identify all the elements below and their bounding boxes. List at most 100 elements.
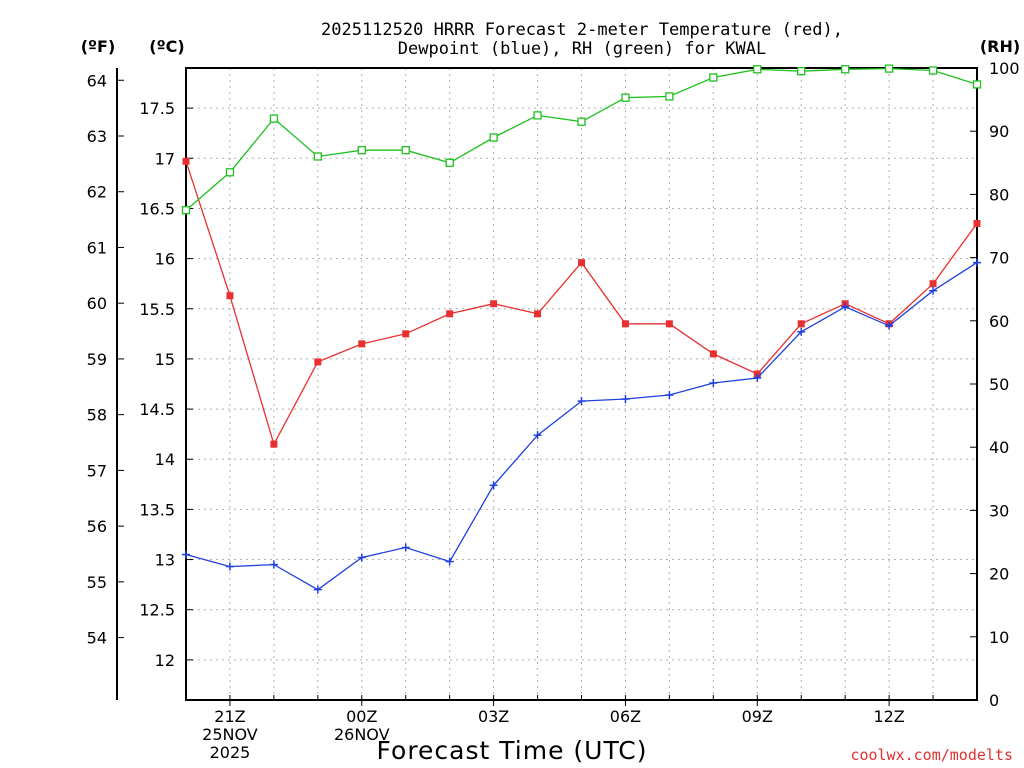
data-point-temperature bbox=[534, 310, 542, 318]
x-axis-label: Forecast Time (UTC) bbox=[377, 736, 648, 765]
rh-tick-label: 30 bbox=[989, 501, 1009, 520]
plot-area-frame bbox=[185, 67, 978, 701]
data-point-temperature bbox=[314, 358, 322, 366]
fahrenheit-tick-label: 57 bbox=[87, 461, 107, 480]
celsius-tick-label: 14.5 bbox=[139, 400, 175, 419]
data-series bbox=[181, 64, 982, 594]
unit-labels: (ºF) (ºC) (RH) bbox=[81, 37, 1020, 56]
fahrenheit-tick-label: 55 bbox=[87, 573, 107, 592]
celsius-axis-ticks: 12 12.5 13 13.5 14 14.5 15 15.5 16 16.5 17 17.5 bbox=[139, 99, 193, 670]
x-tick-label: 26NOV bbox=[334, 725, 390, 744]
fahrenheit-axis-ticks: 54 55 56 57 58 59 60 61 62 63 64 bbox=[87, 71, 124, 648]
data-point-dewpoint bbox=[533, 431, 542, 440]
x-tick-label: 00Z bbox=[346, 707, 377, 726]
fahrenheit-tick-label: 54 bbox=[87, 629, 107, 648]
celsius-tick-label: 14 bbox=[155, 450, 175, 469]
data-point-rh bbox=[709, 73, 718, 82]
celsius-tick-label: 16 bbox=[155, 250, 175, 269]
data-point-temperature bbox=[402, 330, 410, 338]
rh-tick-label: 80 bbox=[989, 185, 1009, 204]
data-point-temperature bbox=[358, 340, 366, 348]
rh-tick-label: 20 bbox=[989, 565, 1009, 584]
data-point-dewpoint bbox=[313, 585, 322, 594]
data-point-rh bbox=[797, 67, 806, 76]
fahrenheit-tick-label: 64 bbox=[87, 71, 107, 90]
fahrenheit-tick-label: 58 bbox=[87, 406, 107, 425]
series-rh bbox=[181, 64, 982, 215]
fahrenheit-unit-label: (ºF) bbox=[81, 37, 116, 56]
data-point-rh bbox=[928, 66, 938, 75]
data-point-rh bbox=[753, 65, 762, 74]
rh-tick-label: 50 bbox=[989, 375, 1009, 394]
fahrenheit-tick-label: 61 bbox=[87, 238, 107, 257]
fahrenheit-tick-label: 62 bbox=[87, 183, 107, 202]
x-tick-label: 25NOV bbox=[202, 725, 258, 744]
x-tick-label: 03Z bbox=[478, 707, 509, 726]
data-point-rh bbox=[577, 117, 586, 126]
rh-tick-label: 100 bbox=[989, 59, 1020, 78]
chart-title: 2025112520 HRRR Forecast 2-meter Tempera… bbox=[321, 20, 843, 59]
data-point-temperature bbox=[182, 157, 190, 165]
celsius-unit-label: (ºC) bbox=[149, 37, 184, 56]
data-point-dewpoint bbox=[357, 553, 366, 562]
data-point-dewpoint bbox=[841, 302, 850, 311]
data-point-dewpoint bbox=[445, 557, 454, 566]
rh-tick-label: 10 bbox=[989, 628, 1009, 647]
rh-unit-label: (RH) bbox=[980, 37, 1020, 56]
data-point-temperature bbox=[226, 292, 234, 300]
celsius-tick-label: 15.5 bbox=[139, 300, 175, 319]
celsius-tick-label: 13.5 bbox=[139, 500, 175, 519]
axes bbox=[116, 67, 978, 701]
data-point-temperature bbox=[621, 320, 629, 328]
x-tick-label: 21Z bbox=[214, 707, 245, 726]
data-point-dewpoint bbox=[401, 543, 410, 552]
data-point-dewpoint bbox=[489, 481, 498, 490]
x-tick-label: 2025 bbox=[210, 743, 251, 762]
data-point-dewpoint bbox=[269, 560, 278, 569]
chart-title-line-1: 2025112520 HRRR Forecast 2-meter Tempera… bbox=[321, 20, 843, 40]
data-point-rh bbox=[884, 64, 894, 73]
rh-tick-label: 90 bbox=[989, 122, 1009, 141]
series-line-dewpoint bbox=[185, 262, 978, 591]
data-point-dewpoint bbox=[577, 397, 586, 406]
data-point-temperature bbox=[270, 440, 278, 448]
data-point-temperature bbox=[797, 320, 805, 328]
grid-lines bbox=[186, 68, 977, 700]
rh-tick-label: 70 bbox=[989, 249, 1009, 268]
data-point-temperature bbox=[929, 280, 937, 288]
data-point-rh bbox=[269, 114, 279, 123]
data-point-rh bbox=[181, 206, 191, 215]
series-dewpoint bbox=[182, 258, 981, 594]
x-tick-label: 06Z bbox=[610, 707, 641, 726]
data-point-dewpoint bbox=[665, 391, 674, 400]
celsius-tick-label: 13 bbox=[155, 551, 175, 570]
data-point-rh bbox=[665, 92, 674, 101]
data-point-temperature bbox=[490, 300, 498, 308]
fahrenheit-tick-label: 59 bbox=[87, 350, 107, 369]
rh-axis-ticks: 0 10 20 30 40 50 60 70 80 90 100 bbox=[970, 59, 1020, 710]
data-point-temperature bbox=[446, 310, 454, 318]
celsius-tick-label: 15 bbox=[155, 350, 175, 369]
data-point-rh bbox=[489, 133, 498, 142]
chart-title-line-2: Dewpoint (blue), RH (green) for KWAL bbox=[398, 39, 766, 59]
celsius-tick-label: 12.5 bbox=[139, 601, 175, 620]
data-point-rh bbox=[313, 152, 322, 161]
fahrenheit-tick-label: 56 bbox=[87, 517, 107, 536]
data-point-rh bbox=[533, 111, 542, 120]
data-point-rh bbox=[972, 80, 982, 89]
data-point-rh bbox=[841, 65, 850, 74]
fahrenheit-tick-label: 63 bbox=[87, 127, 107, 146]
data-point-dewpoint bbox=[182, 550, 190, 559]
celsius-tick-label: 16.5 bbox=[139, 199, 175, 218]
rh-tick-label: 0 bbox=[989, 691, 999, 710]
data-point-temperature bbox=[753, 370, 761, 378]
data-point-rh bbox=[357, 146, 366, 155]
data-point-dewpoint bbox=[753, 373, 762, 382]
data-point-dewpoint bbox=[929, 286, 938, 295]
data-point-dewpoint bbox=[225, 562, 234, 571]
data-point-dewpoint bbox=[709, 378, 718, 387]
data-point-temperature bbox=[665, 320, 673, 328]
data-point-rh bbox=[445, 158, 454, 167]
